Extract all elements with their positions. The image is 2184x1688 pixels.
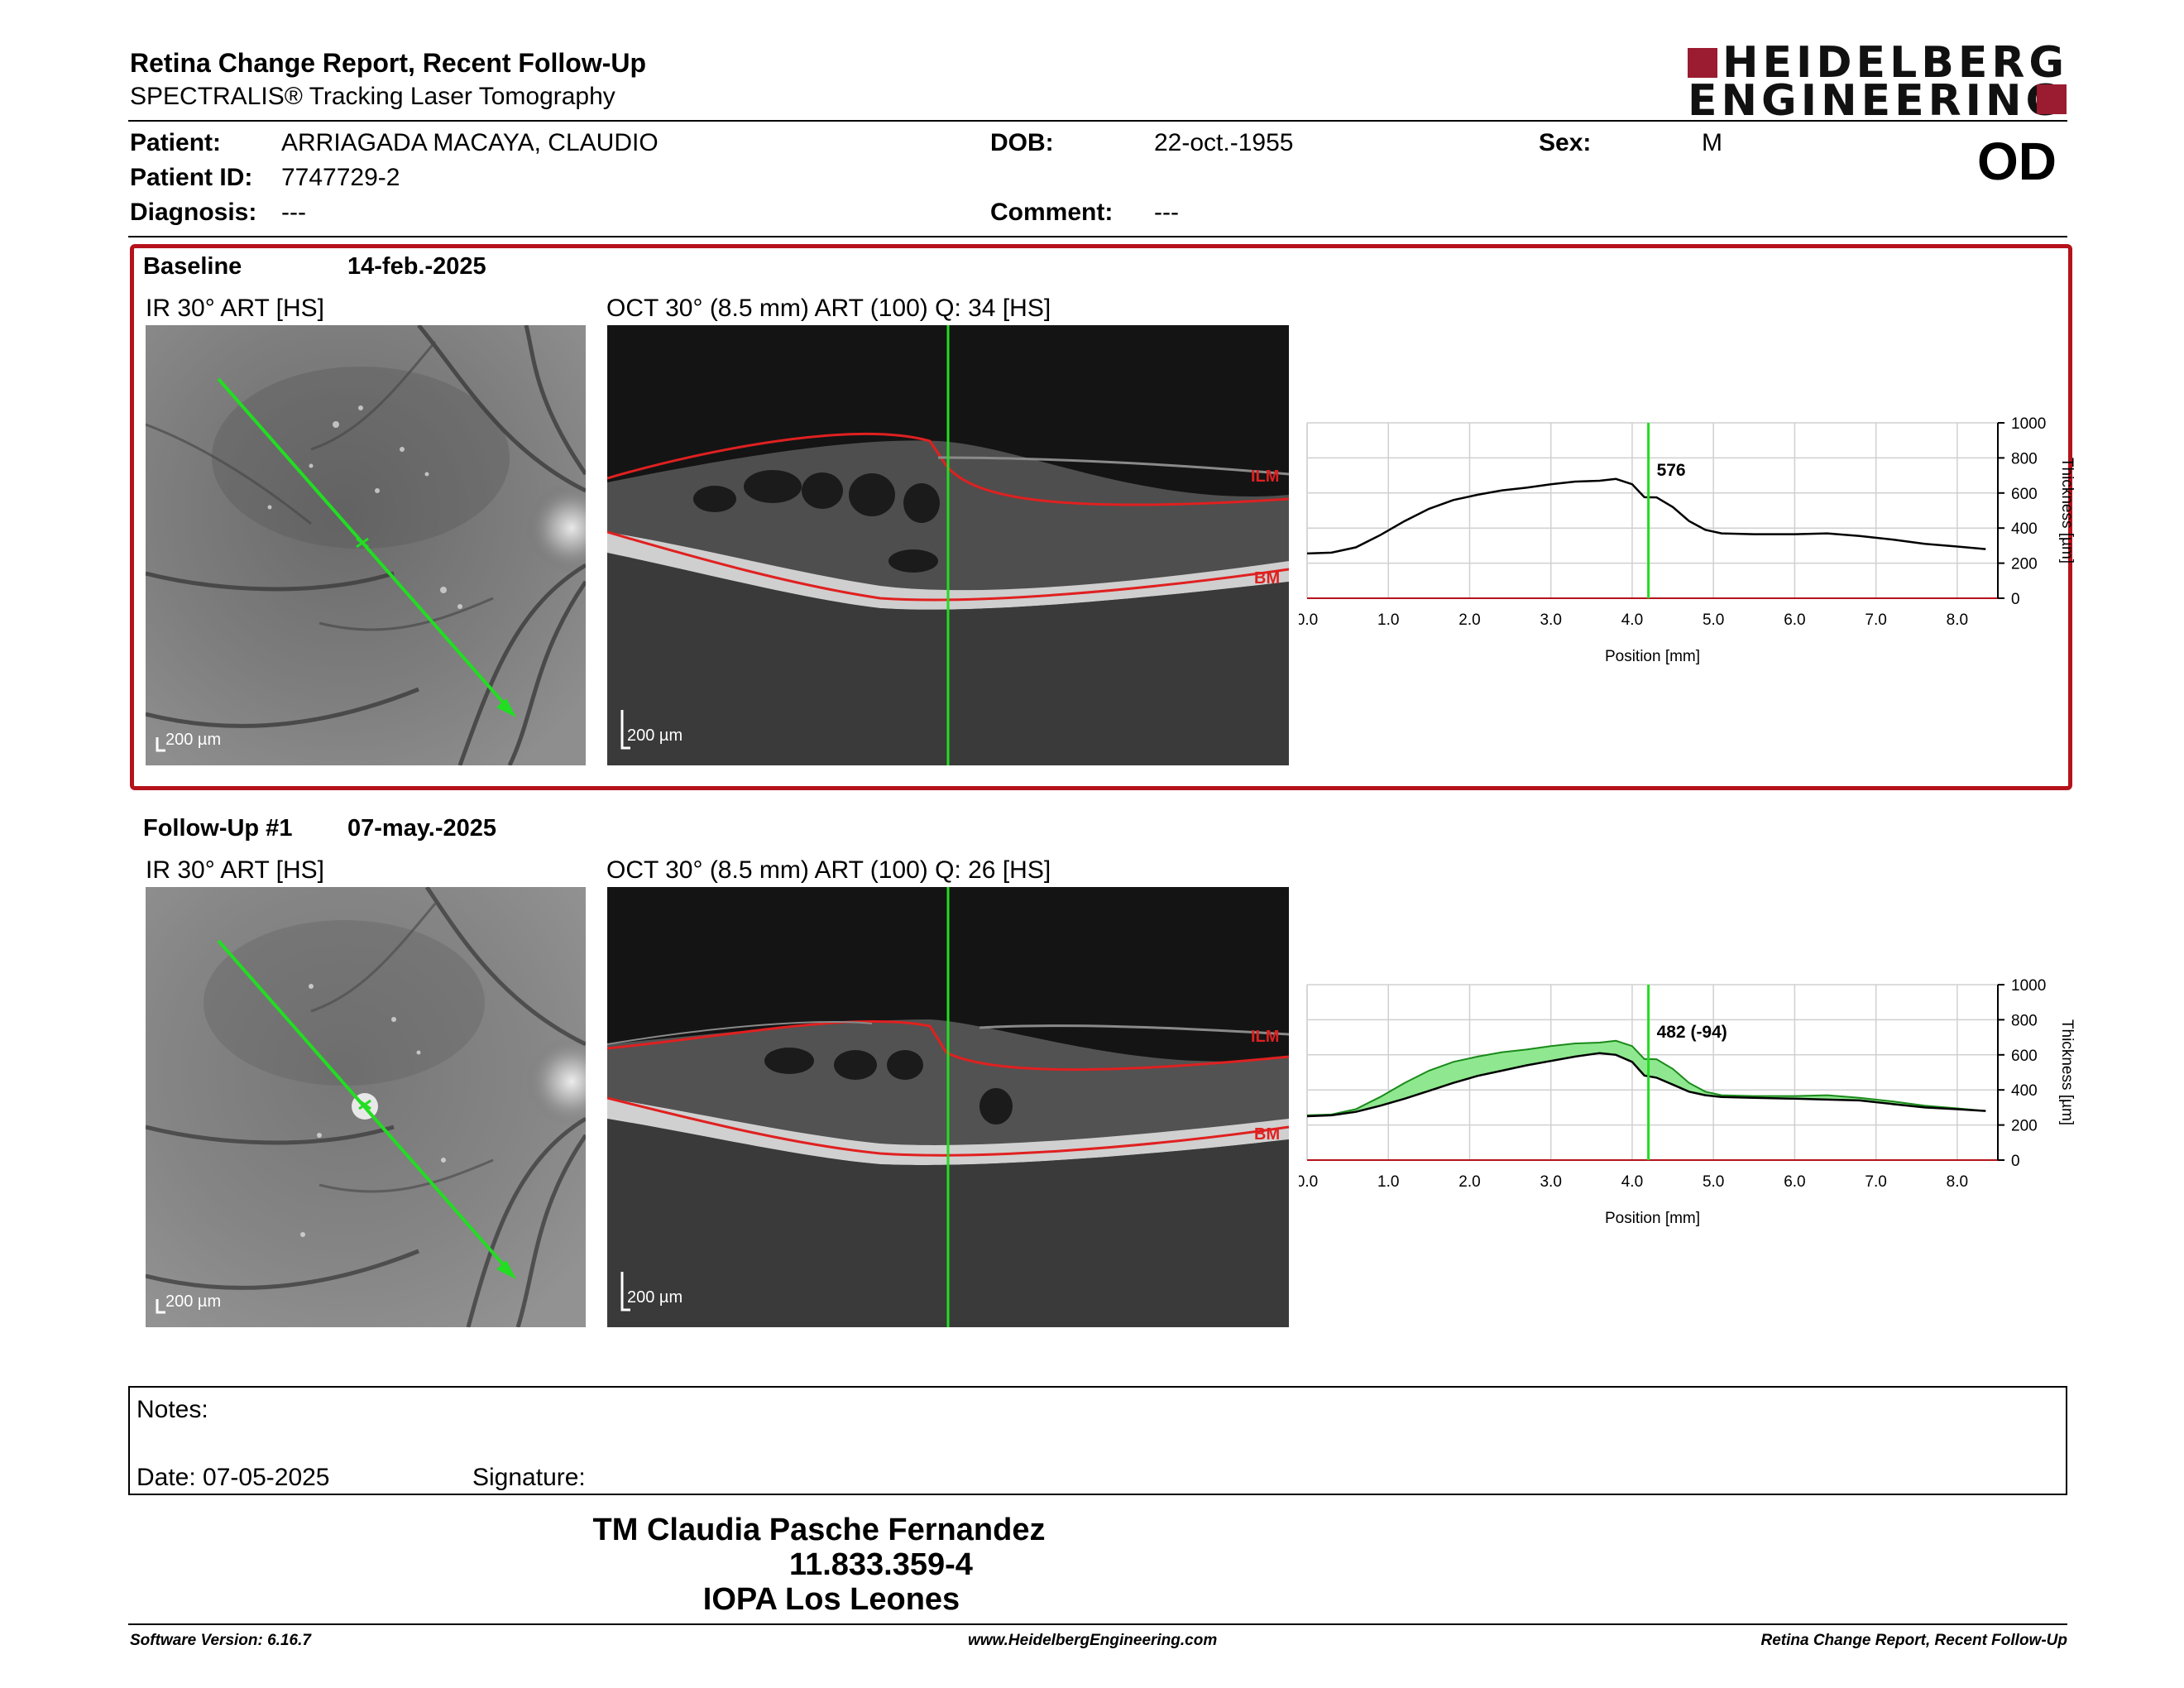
x-axis-label: Position [mm]	[1605, 648, 1700, 665]
y-axis-label: Thickness [µm]	[2058, 1019, 2076, 1125]
operator-id: 11.833.359-4	[789, 1547, 973, 1582]
followup-oct-caption: OCT 30° (8.5 mm) ART (100) Q: 26 [HS]	[606, 856, 1051, 884]
baseline-ir-image[interactable]: 200 µm	[146, 325, 586, 765]
x-tick-label: 7.0	[1865, 611, 1886, 629]
followup-bm-label: BM	[1254, 1125, 1281, 1144]
y-tick-label: 400	[2011, 1082, 2038, 1100]
x-tick-label: 5.0	[1703, 611, 1724, 629]
y-tick-label: 0	[2011, 1153, 2020, 1170]
eye-indicator: OD	[1977, 132, 2057, 191]
patient-name: ARRIAGADA MACAYA, CLAUDIO	[281, 129, 659, 156]
notes-label: Notes:	[136, 1396, 208, 1423]
website-link[interactable]: www.HeidelbergEngineering.com	[968, 1632, 1218, 1649]
y-tick-label: 600	[2011, 1048, 2038, 1065]
baseline-label: Baseline	[143, 253, 242, 280]
y-tick-label: 1000	[2011, 977, 2046, 995]
y-tick-label: 1000	[2011, 415, 2046, 433]
report-title: Retina Change Report, Recent Follow-Up	[130, 48, 647, 78]
x-tick-label: 0.0	[1299, 611, 1318, 629]
baseline-ir-scale: 200 µm	[165, 731, 222, 749]
operator-name: TM Claudia Pasche Fernandez	[592, 1513, 1046, 1547]
y-tick-label: 800	[2011, 450, 2038, 468]
patient-id: 7747729-2	[281, 164, 400, 191]
baseline-thickness-chart: 0 200 400 600 800 1000 0.0 1.0 2.0 3.0 4.0 5.0 6.0 7.…	[1299, 415, 2076, 665]
heidelberg-logo: HEIDELBERG ENGINEERING	[1688, 41, 2068, 126]
software-version: Software Version: 6.16.7	[130, 1632, 311, 1649]
followup-ir-caption: IR 30° ART [HS]	[146, 856, 324, 884]
dob-label: DOB:	[990, 129, 1054, 156]
baseline-ilm-label: ILM	[1251, 468, 1280, 486]
patient-id-label: Patient ID:	[130, 164, 253, 191]
diagnosis-label: Diagnosis:	[130, 199, 257, 226]
notes-date: Date: 07-05-2025	[136, 1464, 330, 1491]
baseline-oct-caption: OCT 30° (8.5 mm) ART (100) Q: 34 [HS]	[606, 295, 1051, 322]
baseline-thickness-line	[1306, 1039, 1986, 1116]
x-tick-label: 0.0	[1299, 1173, 1318, 1191]
y-tick-label: 400	[2011, 520, 2038, 538]
y-axis-label: Thickness [µm]	[2058, 458, 2076, 563]
x-axis-label: Position [mm]	[1605, 1210, 1700, 1227]
x-tick-label: 4.0	[1621, 611, 1643, 629]
followup-ilm-label: ILM	[1251, 1028, 1280, 1046]
x-tick-label: 4.0	[1621, 1173, 1643, 1191]
marker-value-label: 576	[1657, 461, 1686, 480]
y-tick-label: 200	[2011, 556, 2038, 573]
logo-square-left	[1688, 48, 1717, 78]
x-tick-label: 8.0	[1947, 611, 1968, 629]
followup-label: Follow-Up #1	[143, 815, 293, 842]
logo-square-right	[2037, 84, 2067, 114]
y-tick-label: 800	[2011, 1012, 2038, 1029]
baseline-oct-scale: 200 µm	[627, 727, 683, 745]
followup-date: 07-may.-2025	[347, 815, 497, 842]
followup-oct-image[interactable]: ILM BM 200 µm	[607, 887, 1289, 1327]
x-tick-label: 3.0	[1540, 611, 1561, 629]
x-tick-label: 3.0	[1540, 1173, 1561, 1191]
y-tick-label: 0	[2011, 591, 2020, 608]
report-subtitle: SPECTRALIS® Tracking Laser Tomography	[130, 83, 615, 110]
comment-label: Comment:	[990, 199, 1114, 226]
x-tick-label: 7.0	[1865, 1173, 1886, 1191]
marker-value-label: 482 (-94)	[1657, 1023, 1727, 1042]
followup-oct-scale: 200 µm	[627, 1288, 683, 1307]
comment-value: ---	[1154, 199, 1179, 226]
y-tick-label: 600	[2011, 486, 2038, 503]
followup-thickness-chart: 0 200 400 600 800 1000 0.0 1.0 2.0 3.0 4.0 5.0 6.0 7.…	[1299, 977, 2076, 1227]
patient-label: Patient:	[130, 129, 222, 156]
x-tick-label: 1.0	[1377, 611, 1399, 629]
followup-thickness-line	[1306, 1052, 1986, 1118]
followup-ir-scale: 200 µm	[165, 1292, 222, 1311]
baseline-bm-label: BM	[1254, 569, 1281, 587]
baseline-ir-caption: IR 30° ART [HS]	[146, 295, 324, 322]
sex-label: Sex:	[1539, 129, 1592, 156]
baseline-date: 14-feb.-2025	[347, 253, 486, 280]
x-tick-label: 5.0	[1703, 1173, 1724, 1191]
logo-line2: ENGINEERING	[1688, 76, 2066, 126]
signature-label: Signature:	[472, 1464, 586, 1491]
sex-value: M	[1702, 129, 1722, 156]
diagnosis-value: ---	[281, 199, 306, 226]
y-tick-label: 200	[2011, 1118, 2038, 1135]
header-divider	[128, 120, 2067, 122]
x-tick-label: 2.0	[1458, 611, 1480, 629]
difference-area	[1307, 1040, 1986, 1116]
baseline-oct-image[interactable]: ILM BM 200 µm	[607, 325, 1289, 765]
followup-ir-image[interactable]: 200 µm	[146, 887, 586, 1327]
operator-clinic: IOPA Los Leones	[702, 1582, 960, 1617]
x-tick-label: 6.0	[1784, 611, 1805, 629]
x-tick-label: 6.0	[1784, 1173, 1805, 1191]
patient-divider	[128, 236, 2067, 237]
footer-report-name: Retina Change Report, Recent Follow-Up	[1760, 1632, 2067, 1649]
notes-box[interactable]: Notes: Date: 07-05-2025 Signature:	[128, 1386, 2067, 1495]
x-tick-label: 8.0	[1947, 1173, 1968, 1191]
footer-divider	[128, 1623, 2067, 1625]
x-tick-label: 1.0	[1377, 1173, 1399, 1191]
logo-line1: HEIDELBERG	[1722, 38, 2069, 88]
operator-block: TM Claudia Pasche Fernandez 11.833.359-4…	[0, 1513, 2184, 1617]
x-tick-label: 2.0	[1458, 1173, 1480, 1191]
thickness-line	[1306, 477, 1986, 555]
dob-value: 22-oct.-1955	[1154, 129, 1294, 156]
baseline-frame	[130, 244, 2072, 790]
